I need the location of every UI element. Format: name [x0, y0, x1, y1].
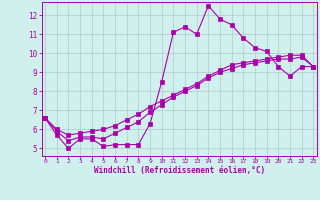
- X-axis label: Windchill (Refroidissement éolien,°C): Windchill (Refroidissement éolien,°C): [94, 166, 265, 175]
